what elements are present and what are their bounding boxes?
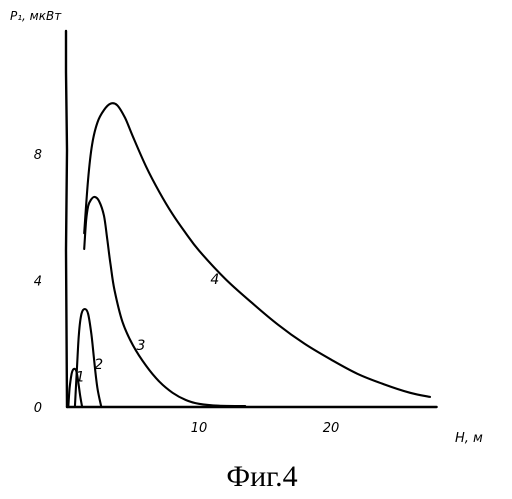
axes	[66, 31, 437, 407]
series-line-3	[84, 197, 245, 406]
y-axis-label: P₁, мкВт	[10, 9, 62, 23]
x-axis-label: H, м	[455, 431, 483, 446]
series-label-4: 4	[210, 272, 219, 288]
y-tick-label-8: 8	[34, 148, 42, 163]
y-axis-line	[66, 31, 67, 407]
y-tick-labels: 0 4 8	[34, 148, 42, 416]
series-label-3: 3	[136, 338, 145, 354]
series-label-2: 2	[94, 357, 103, 373]
x-tick-labels: 10 20	[191, 421, 340, 436]
x-tick-label-10: 10	[191, 421, 208, 436]
y-tick-label-0: 0	[34, 401, 42, 416]
figure-caption: Фиг.4	[226, 460, 297, 493]
series-group: 1234	[68, 103, 430, 407]
y-tick-label-4: 4	[34, 275, 42, 290]
x-tick-label-20: 20	[323, 421, 340, 436]
